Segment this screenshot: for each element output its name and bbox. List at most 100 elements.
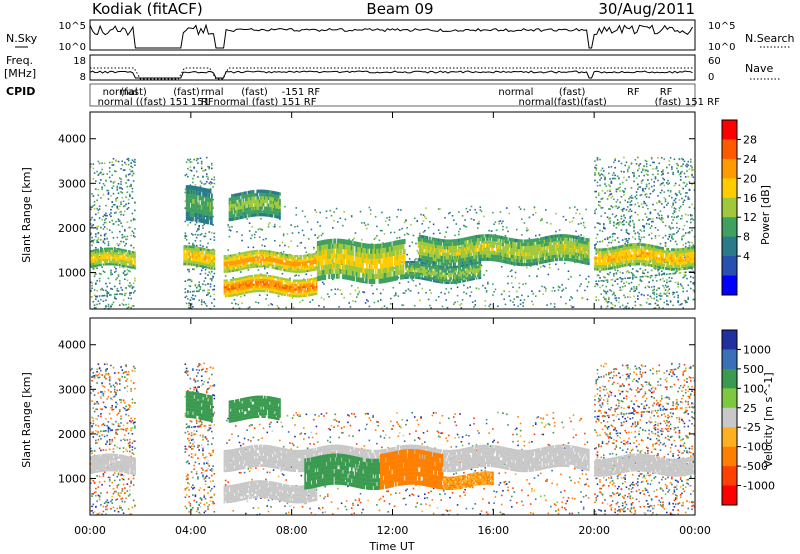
heatmap-cell (108, 254, 111, 257)
scatter-cell (90, 296, 92, 298)
heatmap-cell (285, 278, 288, 281)
heatmap-cell (118, 248, 121, 251)
scatter-cell (608, 208, 610, 210)
heatmap-cell (208, 264, 211, 267)
heatmap-cell (247, 291, 250, 294)
scatter-cell (686, 301, 688, 304)
scatter-cell (595, 253, 598, 255)
scatter-cell (498, 222, 500, 225)
cpid-text: (fast) (241, 87, 268, 98)
heatmap-cell (308, 283, 310, 286)
heatmap-cell (198, 259, 201, 262)
scatter-cell (398, 282, 401, 284)
heatmap-cell (256, 285, 259, 288)
heatmap-cell (127, 252, 130, 255)
heatmap-cell (238, 286, 241, 289)
scatter-cell (596, 274, 599, 276)
heatmap-cell (291, 265, 294, 269)
heatmap-cell (111, 256, 114, 259)
heatmap-cell (111, 252, 114, 255)
scatter-cell (205, 294, 208, 296)
heatmap-cell (237, 284, 240, 287)
heatmap-cell (241, 254, 244, 257)
scatter-cell (640, 230, 643, 232)
heatmap-cell (289, 256, 291, 259)
scatter-cell (677, 171, 679, 173)
scatter-cell (485, 291, 488, 293)
heatmap-cell (296, 263, 299, 267)
heatmap-cell (316, 246, 319, 252)
heatmap-cell (247, 259, 250, 263)
scatter-cell (197, 158, 199, 160)
scatter-cell (516, 228, 518, 231)
scatter-cell (644, 168, 647, 171)
scatter-cell (615, 190, 618, 193)
scatter-cell (604, 227, 606, 230)
heatmap-cell (271, 284, 274, 287)
heatmap-cell (256, 283, 259, 286)
scatter-cell (682, 163, 684, 165)
heatmap-cell (265, 252, 267, 255)
scatter-cell (614, 177, 616, 180)
heatmap-cell (290, 292, 293, 295)
scatter-cell (519, 208, 522, 210)
scatter-cell (640, 236, 643, 239)
scatter-cell (655, 289, 658, 291)
scatter-cell (628, 237, 630, 240)
scatter-cell (262, 265, 265, 267)
heatmap-cell (245, 260, 247, 263)
heatmap-cell (277, 267, 280, 271)
heatmap-cell (238, 266, 241, 269)
heatmap-cell (242, 280, 245, 284)
heatmap-cell (313, 266, 315, 269)
heatmap-cell (297, 279, 300, 282)
scatter-cell (608, 237, 610, 239)
heatmap-cell (194, 246, 197, 249)
heatmap-cell (289, 294, 291, 297)
scatter-cell (478, 288, 480, 290)
heatmap-cell (234, 258, 237, 261)
scatter-cell (122, 241, 125, 243)
scatter-cell (406, 227, 408, 229)
heatmap-cell (226, 281, 228, 284)
scatter-cell (655, 202, 658, 204)
scatter-cell (674, 210, 677, 213)
heatmap-cell (192, 263, 194, 266)
scatter-cell (676, 291, 678, 293)
scatter-cell (388, 216, 391, 219)
heatmap-cell (252, 283, 255, 286)
heatmap-cell (255, 278, 257, 282)
scatter-cell (597, 172, 600, 174)
scatter-cell (369, 213, 372, 215)
heatmap-cell (224, 270, 227, 273)
heatmap-cell (122, 251, 125, 254)
scatter-cell (415, 258, 417, 260)
scatter-cell (424, 216, 426, 218)
scatter-cell (611, 278, 614, 281)
scatter-cell (682, 201, 684, 203)
heatmap-cell (300, 279, 303, 282)
scatter-cell (678, 304, 681, 306)
heatmap-cell (248, 255, 251, 258)
cpid-text: 151 RF (685, 97, 720, 108)
scatter-cell (657, 269, 659, 272)
scatter-cell (131, 187, 134, 190)
heatmap-cell (255, 281, 257, 284)
scatter-cell (652, 161, 654, 164)
heatmap-cell (246, 253, 249, 256)
scatter-cell (350, 215, 353, 217)
scatter-cell (348, 238, 350, 241)
heatmap-cell (376, 263, 378, 269)
heatmap-cell (237, 277, 240, 280)
scatter-cell (687, 231, 690, 234)
heatmap-cell (281, 261, 284, 265)
scatter-cell (188, 242, 190, 245)
scatter-cell (615, 278, 618, 281)
scatter-cell (626, 302, 629, 305)
heatmap-cell (242, 263, 245, 266)
scatter-cell (111, 219, 114, 222)
scatter-cell (212, 224, 214, 226)
heatmap-cell (194, 263, 197, 267)
scatter-cell (187, 279, 189, 281)
heatmap-cell (239, 281, 242, 284)
